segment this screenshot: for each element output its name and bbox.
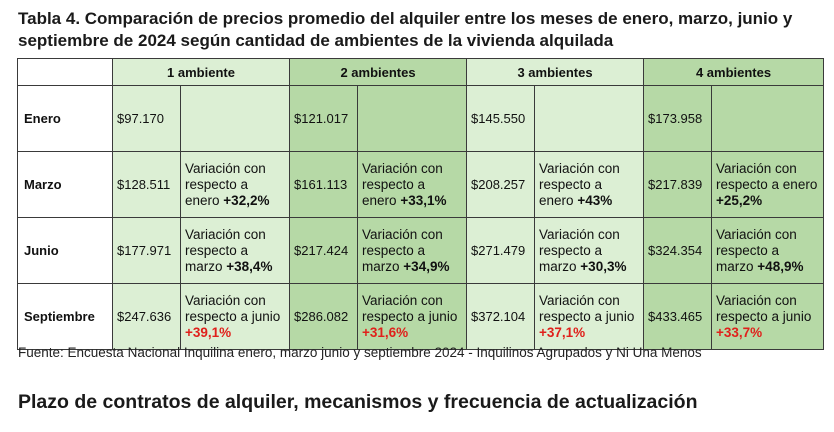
variation-cell: Variación con respecto a enero +33,1% [357, 151, 468, 218]
variation-cell-empty [711, 85, 825, 152]
table-title: Tabla 4. Comparación de precios promedio… [18, 9, 793, 50]
rent-price-table: 1 ambiente 2 ambientes 3 ambientes 4 amb… [17, 58, 825, 350]
variation-cell: Variación con respecto a marzo +30,3% [534, 217, 645, 284]
variation-value: +39,1% [185, 324, 232, 340]
variation-cell: Variación con respecto a junio +31,6% [357, 283, 468, 350]
price-cell: $433.465 [643, 283, 713, 350]
variation-value: +48,9% [757, 258, 804, 274]
variation-text: Variación con respecto a junio [362, 292, 458, 324]
source-note: Fuente: Encuesta Nacional Inquilina ener… [18, 345, 702, 360]
variation-cell: Variación con respecto a enero +32,2% [179, 151, 291, 218]
price-cell: $217.839 [643, 151, 713, 218]
variation-value: +32,2% [223, 192, 270, 208]
price-cell: $372.104 [466, 283, 536, 350]
header-3-ambientes: 3 ambientes [466, 58, 645, 86]
row-label-junio: Junio [17, 217, 113, 284]
row-label-septiembre: Septiembre [17, 283, 113, 350]
price-cell: $286.082 [289, 283, 359, 350]
header-2-ambientes: 2 ambientes [289, 58, 468, 86]
variation-text: Variación con respecto a marzo [539, 226, 620, 274]
price-cell: $177.971 [112, 217, 181, 284]
header-row: 1 ambiente 2 ambientes 3 ambientes 4 amb… [17, 58, 825, 86]
variation-cell-empty [357, 85, 468, 152]
table-row: Junio $177.971 Variación con respecto a … [17, 217, 825, 284]
price-cell: $128.511 [112, 151, 181, 218]
variation-cell: Variación con respecto a junio +33,7% [711, 283, 825, 350]
price-cell: $324.354 [643, 217, 713, 284]
variation-value: +33,1% [400, 192, 447, 208]
variation-text: Variación con respecto a junio [539, 292, 635, 324]
price-cell: $271.479 [466, 217, 536, 284]
variation-cell-empty [179, 85, 291, 152]
price-cell: $97.170 [112, 85, 181, 152]
price-cell: $217.424 [289, 217, 359, 284]
variation-text: Variación con respecto a junio [185, 292, 281, 324]
table-row: Enero $97.170 $121.017 $145.550 $173.958 [17, 85, 825, 152]
variation-text: Variación con respecto a enero [362, 160, 443, 208]
variation-value: +43% [577, 192, 613, 208]
variation-text: Variación con respecto a marzo [185, 226, 266, 274]
variation-text: Variación con respecto a enero [185, 160, 266, 208]
variation-text: Variación con respecto a enero [539, 160, 620, 208]
price-cell: $247.636 [112, 283, 181, 350]
variation-text: Variación con respecto a junio [716, 292, 812, 324]
variation-cell: Variación con respecto a enero +43% [534, 151, 645, 218]
variation-cell: Variación con respecto a junio +39,1% [179, 283, 291, 350]
variation-text: Variación con respecto a marzo [362, 226, 443, 274]
price-cell: $121.017 [289, 85, 359, 152]
variation-cell: Variación con respecto a enero +25,2% [711, 151, 825, 218]
row-label-enero: Enero [17, 85, 113, 152]
price-cell: $173.958 [643, 85, 713, 152]
variation-value: +30,3% [580, 258, 627, 274]
variation-cell: Variación con respecto a marzo +48,9% [711, 217, 825, 284]
price-cell: $145.550 [466, 85, 536, 152]
variation-value: +33,7% [716, 324, 763, 340]
header-4-ambientes: 4 ambientes [643, 58, 825, 86]
variation-value: +31,6% [362, 324, 409, 340]
variation-cell: Variación con respecto a junio +37,1% [534, 283, 645, 350]
variation-value: +37,1% [539, 324, 586, 340]
variation-value: +38,4% [226, 258, 273, 274]
variation-value: +34,9% [403, 258, 450, 274]
variation-text: Variación con respecto a marzo [716, 226, 797, 274]
table-row: Septiembre $247.636 Variación con respec… [17, 283, 825, 350]
variation-value: +25,2% [716, 192, 763, 208]
variation-text: Variación con respecto a enero [716, 160, 818, 192]
row-label-marzo: Marzo [17, 151, 113, 218]
table-row: Marzo $128.511 Variación con respecto a … [17, 151, 825, 218]
price-cell: $208.257 [466, 151, 536, 218]
section-heading: Plazo de contratos de alquiler, mecanism… [18, 391, 698, 413]
variation-cell-empty [534, 85, 645, 152]
variation-cell: Variación con respecto a marzo +34,9% [357, 217, 468, 284]
corner-cell [17, 58, 113, 86]
price-cell: $161.113 [289, 151, 359, 218]
variation-cell: Variación con respecto a marzo +38,4% [179, 217, 291, 284]
header-1-ambiente: 1 ambiente [111, 58, 291, 86]
